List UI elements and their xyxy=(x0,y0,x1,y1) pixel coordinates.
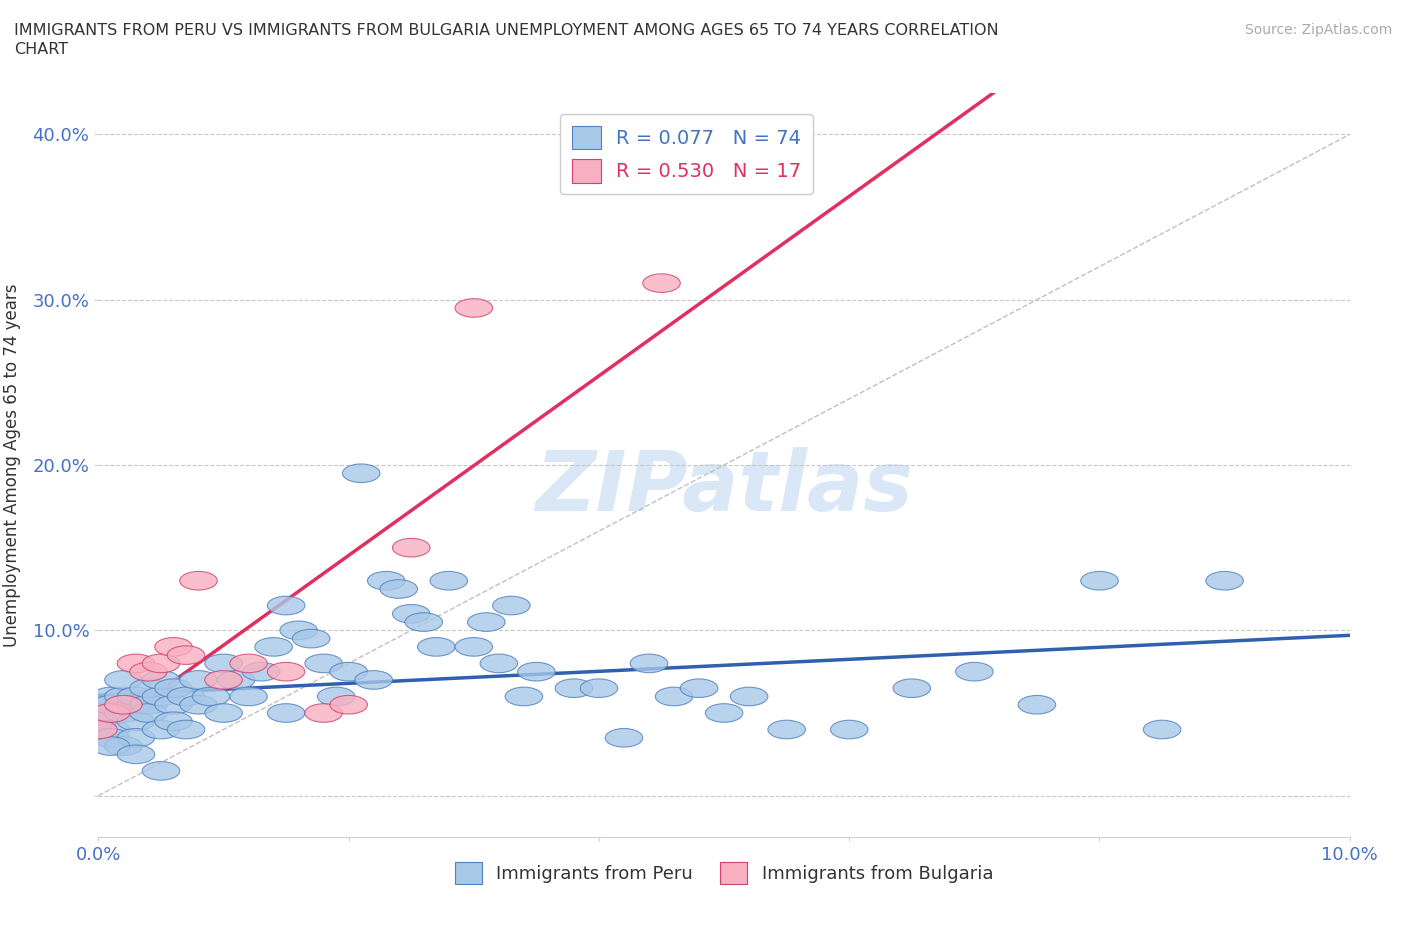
Ellipse shape xyxy=(267,662,305,681)
Ellipse shape xyxy=(104,687,142,706)
Ellipse shape xyxy=(392,604,430,623)
Ellipse shape xyxy=(305,704,343,723)
Ellipse shape xyxy=(229,687,267,706)
Ellipse shape xyxy=(305,654,343,672)
Ellipse shape xyxy=(605,728,643,747)
Ellipse shape xyxy=(956,662,993,681)
Ellipse shape xyxy=(479,654,517,672)
Ellipse shape xyxy=(167,720,205,738)
Ellipse shape xyxy=(380,579,418,598)
Text: ZIPatlas: ZIPatlas xyxy=(536,446,912,528)
Ellipse shape xyxy=(1206,571,1243,590)
Ellipse shape xyxy=(392,538,430,557)
Ellipse shape xyxy=(581,679,617,698)
Ellipse shape xyxy=(142,671,180,689)
Ellipse shape xyxy=(1081,571,1118,590)
Ellipse shape xyxy=(330,696,367,714)
Ellipse shape xyxy=(831,720,868,738)
Ellipse shape xyxy=(180,696,218,714)
Y-axis label: Unemployment Among Ages 65 to 74 years: Unemployment Among Ages 65 to 74 years xyxy=(3,284,21,646)
Text: Source: ZipAtlas.com: Source: ZipAtlas.com xyxy=(1244,23,1392,37)
Ellipse shape xyxy=(93,704,129,723)
Ellipse shape xyxy=(104,704,142,723)
Ellipse shape xyxy=(142,654,180,672)
Text: IMMIGRANTS FROM PERU VS IMMIGRANTS FROM BULGARIA UNEMPLOYMENT AMONG AGES 65 TO 7: IMMIGRANTS FROM PERU VS IMMIGRANTS FROM … xyxy=(14,23,998,38)
Ellipse shape xyxy=(555,679,593,698)
Ellipse shape xyxy=(155,638,193,657)
Ellipse shape xyxy=(180,571,218,590)
Ellipse shape xyxy=(492,596,530,615)
Ellipse shape xyxy=(706,704,742,723)
Ellipse shape xyxy=(1143,720,1181,738)
Ellipse shape xyxy=(142,762,180,780)
Ellipse shape xyxy=(117,654,155,672)
Ellipse shape xyxy=(655,687,693,706)
Ellipse shape xyxy=(117,712,155,731)
Ellipse shape xyxy=(354,671,392,689)
Ellipse shape xyxy=(229,654,267,672)
Ellipse shape xyxy=(129,696,167,714)
Ellipse shape xyxy=(80,704,117,723)
Ellipse shape xyxy=(468,613,505,631)
Ellipse shape xyxy=(292,630,330,648)
Ellipse shape xyxy=(254,638,292,657)
Ellipse shape xyxy=(117,696,155,714)
Ellipse shape xyxy=(80,720,117,738)
Ellipse shape xyxy=(768,720,806,738)
Ellipse shape xyxy=(117,745,155,764)
Ellipse shape xyxy=(218,671,254,689)
Ellipse shape xyxy=(129,662,167,681)
Legend: Immigrants from Peru, Immigrants from Bulgaria: Immigrants from Peru, Immigrants from Bu… xyxy=(447,855,1001,891)
Ellipse shape xyxy=(367,571,405,590)
Ellipse shape xyxy=(93,720,129,738)
Ellipse shape xyxy=(193,687,229,706)
Ellipse shape xyxy=(180,671,218,689)
Ellipse shape xyxy=(129,679,167,698)
Text: CHART: CHART xyxy=(14,42,67,57)
Ellipse shape xyxy=(330,662,367,681)
Ellipse shape xyxy=(142,720,180,738)
Ellipse shape xyxy=(104,671,142,689)
Ellipse shape xyxy=(730,687,768,706)
Ellipse shape xyxy=(630,654,668,672)
Ellipse shape xyxy=(129,704,167,723)
Ellipse shape xyxy=(155,679,193,698)
Ellipse shape xyxy=(155,696,193,714)
Ellipse shape xyxy=(155,712,193,731)
Ellipse shape xyxy=(142,687,180,706)
Ellipse shape xyxy=(93,696,129,714)
Ellipse shape xyxy=(93,728,129,747)
Ellipse shape xyxy=(242,662,280,681)
Ellipse shape xyxy=(893,679,931,698)
Ellipse shape xyxy=(456,299,492,317)
Ellipse shape xyxy=(430,571,468,590)
Ellipse shape xyxy=(117,687,155,706)
Ellipse shape xyxy=(418,638,456,657)
Ellipse shape xyxy=(405,613,443,631)
Ellipse shape xyxy=(167,687,205,706)
Ellipse shape xyxy=(93,737,129,755)
Ellipse shape xyxy=(681,679,718,698)
Ellipse shape xyxy=(643,273,681,292)
Ellipse shape xyxy=(167,645,205,664)
Ellipse shape xyxy=(267,704,305,723)
Ellipse shape xyxy=(505,687,543,706)
Ellipse shape xyxy=(1018,696,1056,714)
Ellipse shape xyxy=(205,654,242,672)
Ellipse shape xyxy=(117,728,155,747)
Ellipse shape xyxy=(318,687,354,706)
Ellipse shape xyxy=(456,638,492,657)
Ellipse shape xyxy=(267,596,305,615)
Ellipse shape xyxy=(104,737,142,755)
Ellipse shape xyxy=(343,464,380,483)
Ellipse shape xyxy=(280,621,318,640)
Ellipse shape xyxy=(517,662,555,681)
Ellipse shape xyxy=(80,712,117,731)
Ellipse shape xyxy=(205,671,242,689)
Ellipse shape xyxy=(93,687,129,706)
Ellipse shape xyxy=(104,696,142,714)
Ellipse shape xyxy=(205,704,242,723)
